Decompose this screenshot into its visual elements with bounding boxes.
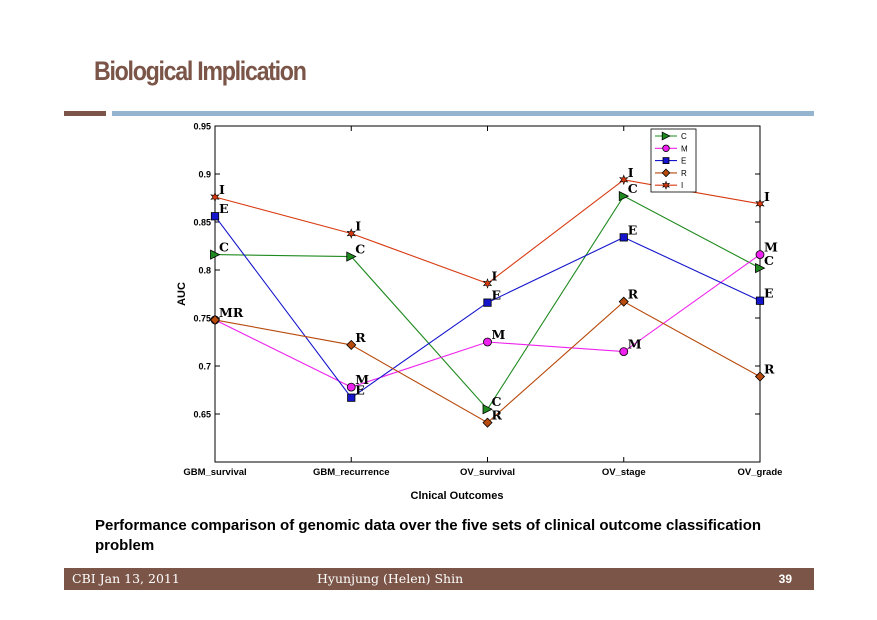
data-point-I [755,198,765,210]
legend-label: M [681,144,688,153]
data-label: C [628,181,638,196]
data-label: R [628,287,639,302]
slide-title: Biological Implication [94,56,307,86]
data-point-C [482,404,493,415]
data-label: M [355,372,369,387]
data-point-R [482,417,493,428]
data-label: E [628,222,638,237]
data-label: E [764,286,774,301]
data-point-M [346,382,356,392]
legend-marker-R [661,168,671,178]
footer-author: Hyunjung (Helen) Shin [317,571,464,586]
title-rule-accent [64,111,106,116]
y-tick-label: 0.9 [198,170,211,180]
data-label: M [628,337,642,352]
x-tick-label: OV_grade [738,467,783,478]
data-label: I [355,219,361,234]
data-label: M [764,240,778,255]
x-axis-label: Clnical Outcomes [411,490,504,502]
data-point-E [619,233,628,242]
data-point-M [619,347,629,357]
x-tick-label: GBM_survival [183,467,246,478]
data-label: I [492,268,498,283]
y-axis-label: AUC [176,282,188,306]
data-label: I [764,189,770,204]
figure-caption: Performance comparison of genomic data o… [95,517,762,554]
data-label: E [492,288,502,303]
data-point-C [618,190,630,202]
data-label: C [219,240,229,255]
data-label: C [355,242,365,257]
footer-event: CBI Jan 13, 2011 [72,571,180,586]
data-label: E [219,201,229,216]
data-point-C [210,249,221,260]
legend-marker-E [662,157,670,165]
data-label: E [355,383,365,398]
data-point-I [346,228,356,239]
data-label: C [492,394,502,409]
data-label: R [764,362,775,377]
y-tick-label: 0.75 [193,314,211,324]
data-label: R [355,330,366,345]
data-point-R [754,371,766,382]
legend-label: C [681,132,687,141]
data-point-R [209,314,221,325]
legend-marker-C [661,131,671,141]
legend-label: E [681,157,686,166]
x-tick-label: GBM_recurrence [313,467,390,478]
legend-marker-M [662,144,670,152]
data-label: MR [219,305,244,320]
x-tick-label: OV_stage [602,467,646,478]
legend-label: I [681,181,683,190]
data-label: I [219,182,225,197]
data-point-R [618,296,629,307]
data-label: C [764,253,774,268]
y-tick-label: 0.65 [193,410,211,420]
data-point-R [346,339,357,350]
data-point-E [483,298,492,307]
x-tick-label: OV_survival [460,467,515,478]
data-point-C [755,262,766,274]
data-point-I [210,191,220,203]
y-tick-label: 0.7 [198,362,211,372]
data-point-C [346,251,357,262]
data-point-M [483,337,492,347]
data-point-E [347,393,356,402]
legend-label: R [681,169,687,178]
data-point-M [755,250,765,260]
data-label: R [492,408,503,423]
title-rule [112,111,814,116]
legend-marker-I [661,180,671,190]
data-point-E [210,212,220,221]
y-tick-label: 0.95 [193,122,211,132]
data-point-E [755,296,765,305]
data-label: I [628,165,634,180]
y-tick-label: 0.85 [193,218,211,228]
data-point-I [619,174,629,186]
data-label: M [492,327,506,342]
slide-footer: CBI Jan 13, 2011 Hyunjung (Helen) Shin 3… [64,568,814,590]
page-number: 39 [778,572,792,586]
y-tick-label: 0.8 [198,266,211,276]
data-point-I [482,278,493,289]
